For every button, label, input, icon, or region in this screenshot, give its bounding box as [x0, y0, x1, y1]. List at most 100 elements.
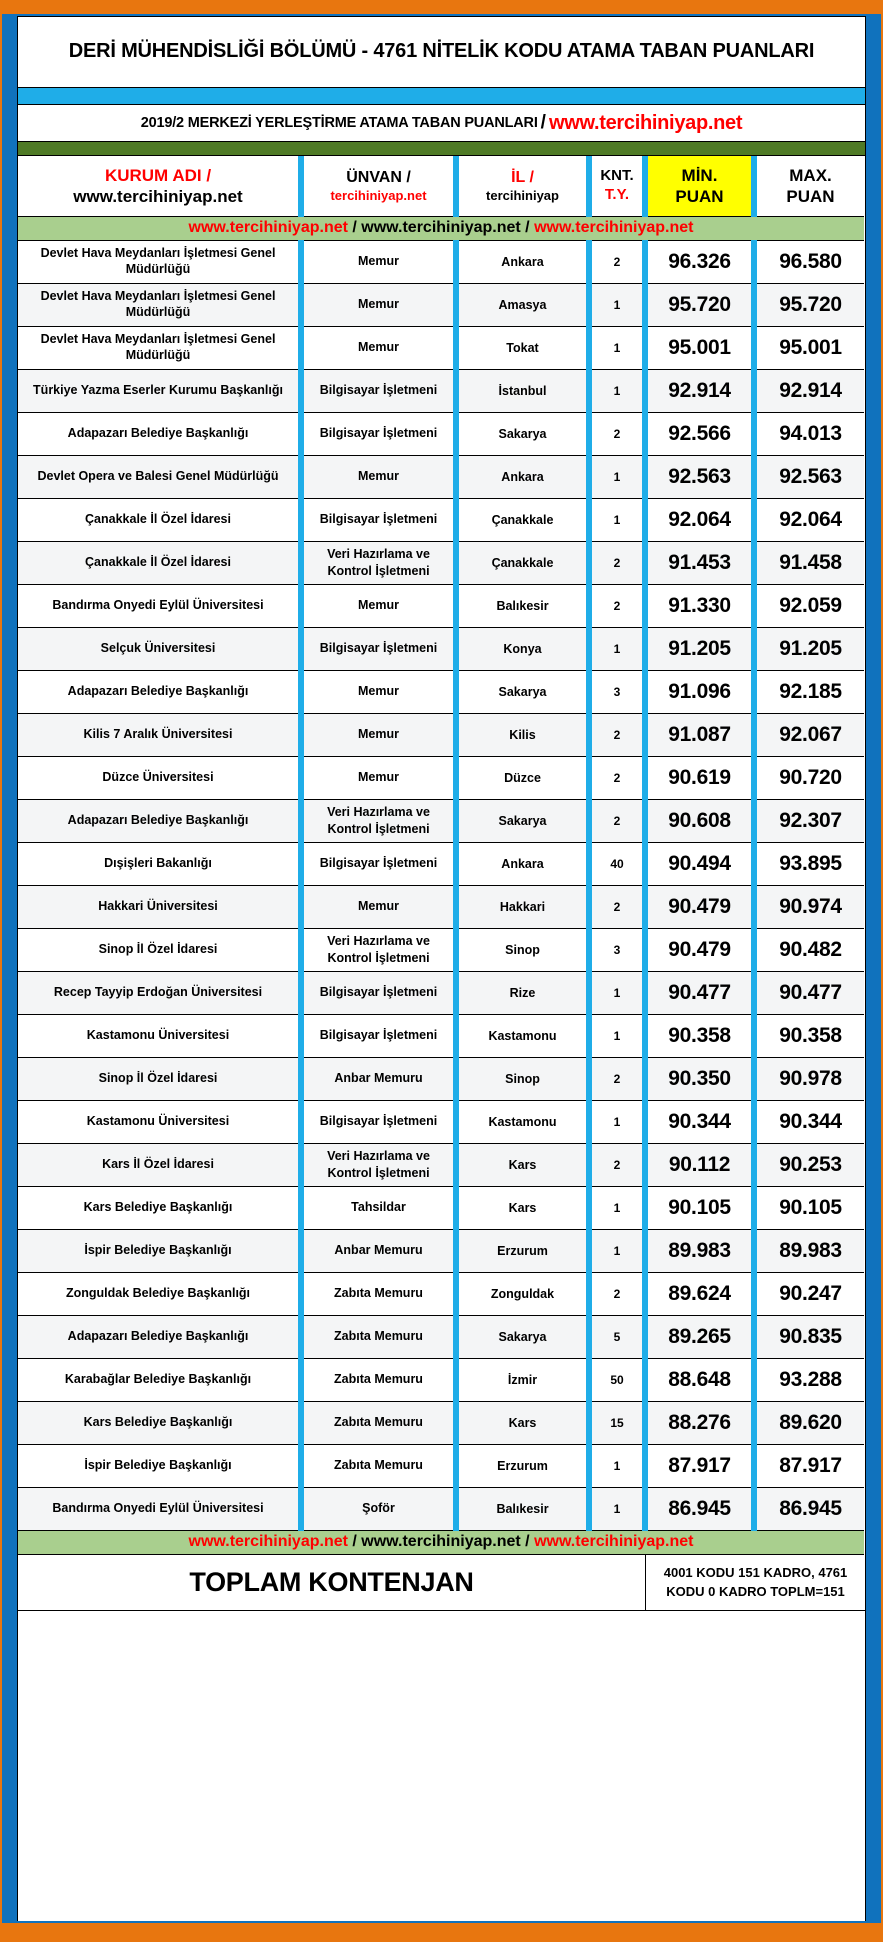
row-cell-unvan: Bilgisayar İşletmeni [301, 369, 459, 413]
header-max-line1: MAX. [789, 165, 832, 185]
row-cell-kurum: Devlet Hava Meydanları İşletmesi Genel M… [18, 283, 304, 327]
table-row: Recep Tayyip Erdoğan Üniversitesi Bilgisa… [18, 971, 864, 1015]
promo-bottom-part1[interactable]: www.tercihiniyap.net [188, 1533, 348, 1550]
row-cell-unvan: Memur [301, 584, 459, 628]
row-cell-max-puan: 90.344 [754, 1100, 864, 1144]
row-cell-max-puan: 92.064 [754, 498, 864, 542]
row-cell-unvan: Zabıta Memuru [301, 1358, 459, 1402]
table-row: Kars Belediye Başkanlığı Zabıta Memuru Kar… [18, 1401, 864, 1445]
subtitle-site-link[interactable]: www.tercihiniyap.net [548, 111, 743, 134]
header-knt-line2: T.Y. [604, 185, 630, 203]
header-min-line1: MİN. [681, 165, 718, 185]
row-cell-unvan: Memur [301, 670, 459, 714]
table-row: Sinop İl Özel İdaresi Anbar Memuru Sinop 2 9… [18, 1057, 864, 1101]
row-cell-il: Çanakkale [456, 498, 592, 542]
row-cell-knt: 1 [589, 971, 648, 1015]
table-row: İspir Belediye Başkanlığı Anbar Memuru Erz… [18, 1229, 864, 1273]
row-cell-knt: 2 [589, 240, 648, 284]
header-min-line2: PUAN [675, 186, 724, 206]
row-cell-kurum: Adapazarı Belediye Başkanlığı [18, 670, 304, 714]
row-cell-kurum: Sinop İl Özel İdaresi [18, 1057, 304, 1101]
row-cell-unvan: Veri Hazırlama ve Kontrol İşletmeni [301, 928, 459, 972]
row-cell-knt: 2 [589, 1143, 648, 1187]
row-cell-min-puan: 91.453 [645, 541, 757, 585]
table-row: Dışişleri Bakanlığı Bilgisayar İşletmeni A… [18, 842, 864, 886]
row-cell-max-puan: 91.458 [754, 541, 864, 585]
row-cell-min-puan: 88.276 [645, 1401, 757, 1445]
row-cell-kurum: Düzce Üniversitesi [18, 756, 304, 800]
row-cell-max-puan: 90.974 [754, 885, 864, 929]
row-cell-knt: 2 [589, 713, 648, 757]
row-cell-knt: 1 [589, 1186, 648, 1230]
table-row: Devlet Hava Meydanları İşletmesi Genel M… [18, 326, 864, 370]
row-cell-knt: 2 [589, 885, 648, 929]
row-cell-max-puan: 92.059 [754, 584, 864, 628]
row-cell-min-puan: 90.344 [645, 1100, 757, 1144]
row-cell-unvan: Şoför [301, 1487, 459, 1531]
row-cell-knt: 2 [589, 1272, 648, 1316]
row-cell-max-puan: 90.105 [754, 1186, 864, 1230]
row-cell-il: Çanakkale [456, 541, 592, 585]
row-cell-max-puan: 90.247 [754, 1272, 864, 1316]
promo-bottom-part2[interactable]: www.tercihiniyap.net [361, 1533, 521, 1550]
promo-bottom-part3[interactable]: www.tercihiniyap.net [534, 1533, 694, 1550]
row-cell-kurum: Kastamonu Üniversitesi [18, 1014, 304, 1058]
row-cell-unvan: Veri Hazırlama ve Kontrol İşletmeni [301, 1143, 459, 1187]
header-unvan-line2: tercihiniyap.net [330, 187, 427, 203]
row-cell-kurum: Karabağlar Belediye Başkanlığı [18, 1358, 304, 1402]
row-cell-knt: 1 [589, 1229, 648, 1273]
row-cell-kurum: Devlet Hava Meydanları İşletmesi Genel M… [18, 240, 304, 284]
subtitle-left-text: 2019/2 MERKEZİ YERLEŞTİRME ATAMA TABAN P… [140, 115, 538, 131]
row-cell-unvan: Anbar Memuru [301, 1057, 459, 1101]
row-cell-max-puan: 92.563 [754, 455, 864, 499]
row-cell-knt: 40 [589, 842, 648, 886]
row-cell-unvan: Bilgisayar İşletmeni [301, 842, 459, 886]
row-cell-kurum: Devlet Opera ve Balesi Genel Müdürlüğü [18, 455, 304, 499]
row-cell-max-puan: 93.895 [754, 842, 864, 886]
row-cell-max-puan: 92.307 [754, 799, 864, 843]
row-cell-min-puan: 90.619 [645, 756, 757, 800]
row-cell-il: İstanbul [456, 369, 592, 413]
header-cell-kurum: KURUM ADI / www.tercihiniyap.net [18, 156, 304, 217]
header-cell-max-puan: MAX. PUAN [754, 156, 864, 217]
footer-total-line2: KODU 0 KADRO TOPLM=151 [666, 1584, 845, 1599]
promo-bottom-sep1: / [347, 1533, 362, 1550]
row-cell-min-puan: 96.326 [645, 240, 757, 284]
row-cell-max-puan: 96.580 [754, 240, 864, 284]
row-cell-max-puan: 90.482 [754, 928, 864, 972]
row-cell-min-puan: 90.105 [645, 1186, 757, 1230]
promo-top-part2[interactable]: www.tercihiniyap.net [361, 219, 521, 236]
row-cell-min-puan: 90.358 [645, 1014, 757, 1058]
table-header-row: KURUM ADI / www.tercihiniyap.net ÜNVAN /… [18, 156, 864, 217]
row-cell-min-puan: 91.096 [645, 670, 757, 714]
row-cell-max-puan: 90.358 [754, 1014, 864, 1058]
row-cell-kurum: Dışişleri Bakanlığı [18, 842, 304, 886]
row-cell-max-puan: 93.288 [754, 1358, 864, 1402]
table-row: Zonguldak Belediye Başkanlığı Zabıta Memu… [18, 1272, 864, 1316]
row-cell-knt: 1 [589, 455, 648, 499]
row-cell-max-puan: 87.917 [754, 1444, 864, 1488]
row-cell-knt: 1 [589, 627, 648, 671]
row-cell-il: Kastamonu [456, 1100, 592, 1144]
table-row: Selçuk Üniversitesi Bilgisayar İşletmeni K… [18, 627, 864, 671]
row-cell-knt: 1 [589, 326, 648, 370]
row-cell-max-puan: 94.013 [754, 412, 864, 456]
cyan-divider-band [18, 88, 865, 105]
row-cell-kurum: Recep Tayyip Erdoğan Üniversitesi [18, 971, 304, 1015]
row-cell-max-puan: 92.067 [754, 713, 864, 757]
subtitle-band: 2019/2 MERKEZİ YERLEŞTİRME ATAMA TABAN P… [18, 105, 865, 142]
promo-top-sep1: / [347, 219, 362, 236]
content-panel: DERİ MÜHENDİSLİĞİ BÖLÜMÜ - 4761 NİTELİK … [17, 16, 866, 1921]
footer-total-label: TOPLAM KONTENJAN [189, 1566, 474, 1597]
row-cell-min-puan: 87.917 [645, 1444, 757, 1488]
row-cell-knt: 2 [589, 584, 648, 628]
row-cell-min-puan: 91.087 [645, 713, 757, 757]
row-cell-min-puan: 90.479 [645, 885, 757, 929]
promo-top-part1[interactable]: www.tercihiniyap.net [188, 219, 348, 236]
row-cell-unvan: Bilgisayar İşletmeni [301, 627, 459, 671]
promo-top-part3[interactable]: www.tercihiniyap.net [534, 219, 694, 236]
header-knt-line1: KNT. [600, 167, 634, 184]
table-row: Adapazarı Belediye Başkanlığı Zabıta Memu… [18, 1315, 864, 1359]
green-divider-band [18, 142, 865, 156]
row-cell-kurum: Adapazarı Belediye Başkanlığı [18, 799, 304, 843]
